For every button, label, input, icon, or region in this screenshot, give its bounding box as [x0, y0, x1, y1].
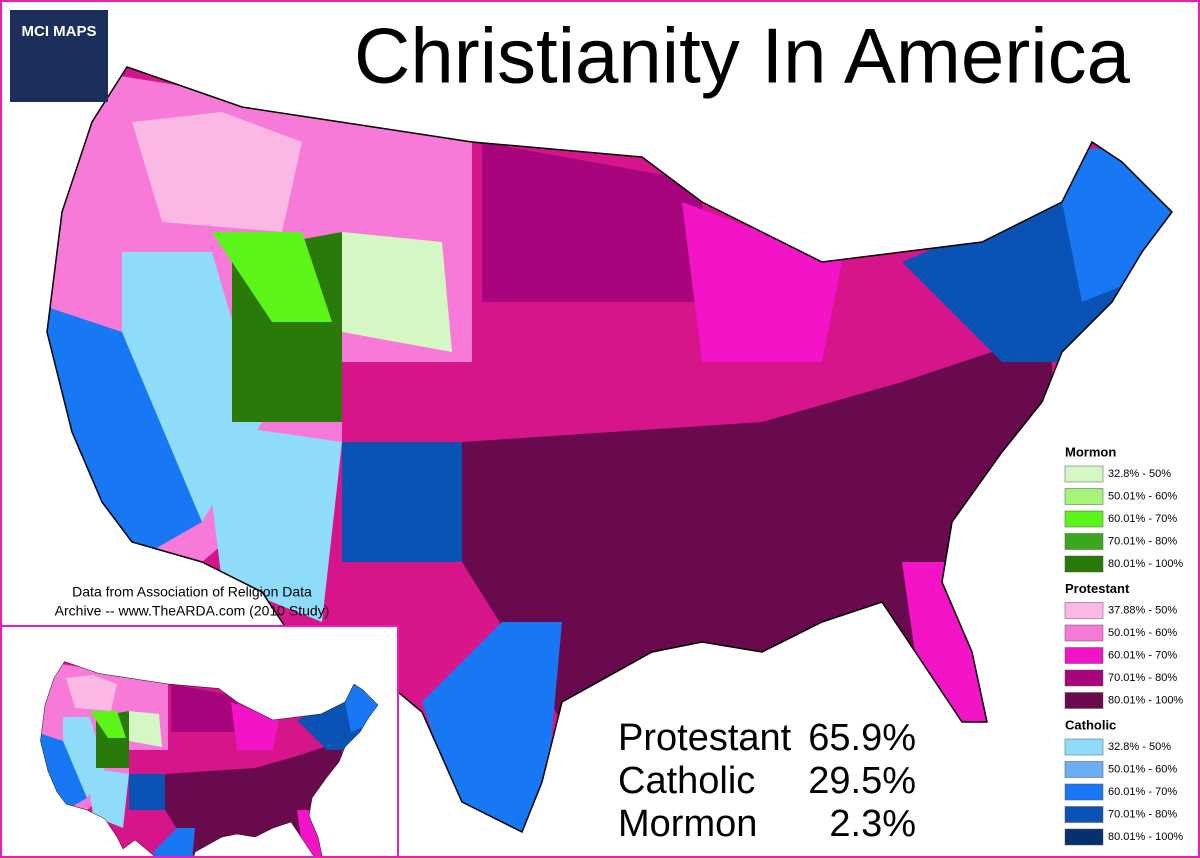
legend-label: 50.01% - 60%	[1108, 627, 1177, 639]
legend-heading: Protestant	[1065, 581, 1130, 596]
total-name: Catholic	[618, 760, 755, 802]
legend-swatch	[1064, 624, 1104, 642]
legend-swatch	[1064, 555, 1104, 573]
legend: Mormon 32.8% - 50% 50.01% - 60% 60.01% - 70…	[1064, 444, 1183, 846]
logo-box	[10, 10, 108, 102]
legend-label: 70.01% - 80%	[1108, 808, 1177, 820]
legend-swatch	[1064, 533, 1104, 550]
legend-swatch	[1064, 647, 1104, 664]
legend-swatch	[1064, 806, 1104, 823]
legend-label: 80.01% - 100%	[1108, 831, 1183, 843]
legend-heading: Catholic	[1065, 717, 1116, 732]
total-value: 29.5%	[808, 760, 916, 802]
legend-label: 60.01% - 70%	[1108, 649, 1177, 661]
legend-swatch	[1064, 488, 1104, 505]
legend-swatch	[1064, 738, 1104, 756]
legend-swatch	[1064, 465, 1104, 483]
legend-swatch	[1064, 669, 1104, 687]
legend-heading: Mormon	[1065, 444, 1116, 459]
total-name: Protestant	[618, 717, 792, 759]
total-name: Mormon	[618, 803, 757, 845]
title: Christianity In America	[354, 12, 1131, 100]
legend-swatch	[1064, 692, 1104, 709]
legend-label: 60.01% - 70%	[1108, 513, 1177, 525]
legend-label: 32.8% - 50%	[1108, 468, 1171, 480]
legend-label: 37.88% - 50%	[1108, 604, 1177, 616]
legend-label: 50.01% - 60%	[1108, 763, 1177, 775]
logo-text: MCI MAPS	[22, 23, 97, 40]
legend-swatch	[1064, 783, 1104, 801]
source-line: Data from Association of Religion Data	[72, 584, 312, 600]
total-value: 65.9%	[808, 717, 916, 759]
legend-label: 32.8% - 50%	[1108, 741, 1171, 753]
legend-swatch	[1064, 828, 1104, 846]
legend-label: 80.01% - 100%	[1108, 558, 1183, 570]
legend-label: 70.01% - 80%	[1108, 535, 1177, 547]
total-value: 2.3%	[829, 803, 916, 845]
legend-swatch	[1064, 761, 1104, 778]
legend-label: 50.01% - 60%	[1108, 490, 1177, 502]
totals: Protestant 65.9% Catholic 29.5% Mormon 2.3%	[618, 717, 916, 845]
legend-label: 80.01% - 100%	[1108, 694, 1183, 706]
legend-label: 70.01% - 80%	[1108, 672, 1177, 684]
legend-swatch	[1064, 602, 1104, 619]
legend-label: 60.01% - 70%	[1108, 786, 1177, 798]
source-line: Archive -- www.TheARDA.com (2010 Study)	[55, 603, 330, 619]
legend-swatch	[1064, 510, 1104, 528]
